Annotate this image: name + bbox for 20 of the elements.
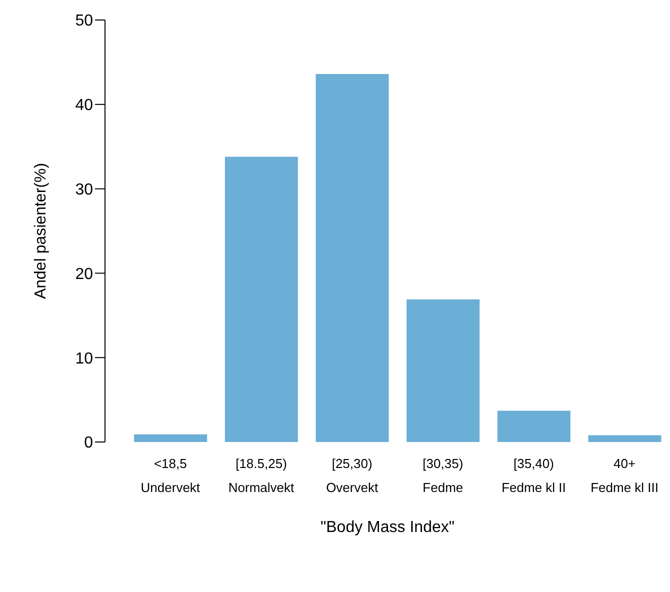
x-tick-label: [18.5,25) Normalvekt [228, 456, 294, 495]
y-tick-label: 20 [75, 266, 94, 283]
bar [316, 74, 389, 442]
y-tick-label: 10 [75, 350, 94, 368]
bar [588, 435, 662, 442]
y-tick-label: 50 [75, 12, 94, 30]
y-axis-title: Andel pasienter(%) [32, 162, 50, 300]
x-tick-label: [25,30) Overvekt [326, 456, 378, 495]
y-tick-label: 30 [75, 181, 94, 198]
x-tick-label: [30,35) Fedme [422, 456, 464, 495]
y-tick-label: 40 [75, 97, 94, 114]
x-tick-label: 40+ Fedme kl III [590, 456, 659, 495]
x-tick-label: [35,40) Fedme kl II [502, 456, 566, 495]
bar [134, 434, 208, 442]
x-axis-title: "Body Mass Index" [320, 519, 455, 536]
bar [406, 299, 480, 442]
bar [497, 410, 570, 442]
bar [224, 156, 298, 442]
x-tick-label: <18,5 Undervekt [140, 456, 200, 495]
y-tick-label: 0 [84, 434, 94, 452]
